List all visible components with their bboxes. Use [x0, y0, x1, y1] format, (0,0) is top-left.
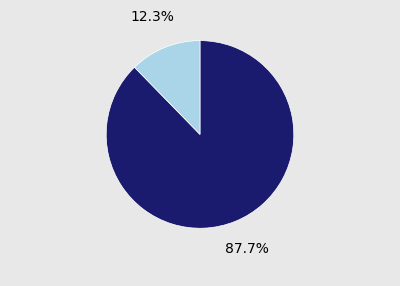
Text: 87.7%: 87.7% [225, 242, 269, 256]
Wedge shape [134, 41, 200, 134]
Wedge shape [106, 41, 294, 228]
Text: 12.3%: 12.3% [130, 10, 174, 24]
